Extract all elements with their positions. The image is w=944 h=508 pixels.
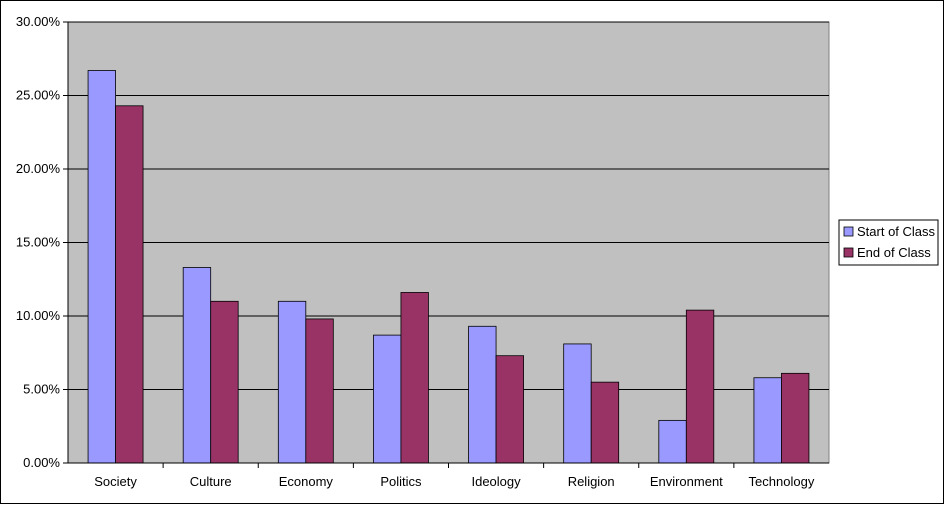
x-tick-label: Economy [279, 474, 334, 489]
bar [400, 292, 429, 464]
bars [87, 70, 810, 464]
legend-swatch [843, 247, 854, 258]
bar [87, 70, 116, 464]
x-tick-label: Ideology [471, 474, 521, 489]
bar [210, 300, 239, 464]
bar [685, 309, 715, 464]
bar [563, 343, 592, 464]
axes [63, 21, 829, 468]
y-tick-label: 25.00% [16, 88, 61, 103]
bar [658, 419, 687, 464]
legend-box [838, 219, 939, 266]
x-tick-labels: Society Culture Economy Politics Ideology Rel… [94, 474, 815, 489]
bar [277, 300, 307, 464]
bar [753, 377, 782, 464]
x-tick-label: Society [94, 474, 137, 489]
y-tick-label: 5.00% [23, 382, 60, 397]
y-tick-labels: 0.00% 5.00% 10.00% 15.00% 20.00% 25.00% 30.00% [16, 14, 61, 470]
x-tick-label: Religion [568, 474, 615, 489]
bar [590, 381, 620, 464]
bar [781, 372, 810, 464]
bar [115, 105, 144, 464]
x-tick-label: Environment [650, 474, 723, 489]
x-tick-label: Culture [190, 474, 232, 489]
x-tick-label: Politics [380, 474, 422, 489]
y-tick-label: 15.00% [16, 235, 61, 250]
bar [305, 318, 334, 464]
y-tick-label: 0.00% [23, 455, 60, 470]
legend-label: Start of Class [857, 224, 936, 239]
bar [495, 355, 524, 464]
y-tick-label: 20.00% [16, 161, 61, 176]
bar [468, 325, 497, 464]
y-tick-label: 30.00% [16, 14, 61, 29]
legend-swatch [843, 226, 854, 237]
bar [182, 267, 212, 464]
legend-label: End of Class [857, 245, 931, 260]
bar [373, 334, 402, 464]
x-tick-label: Technology [749, 474, 815, 489]
legend: Start of Class End of Class [838, 219, 939, 266]
y-tick-label: 10.00% [16, 308, 61, 323]
